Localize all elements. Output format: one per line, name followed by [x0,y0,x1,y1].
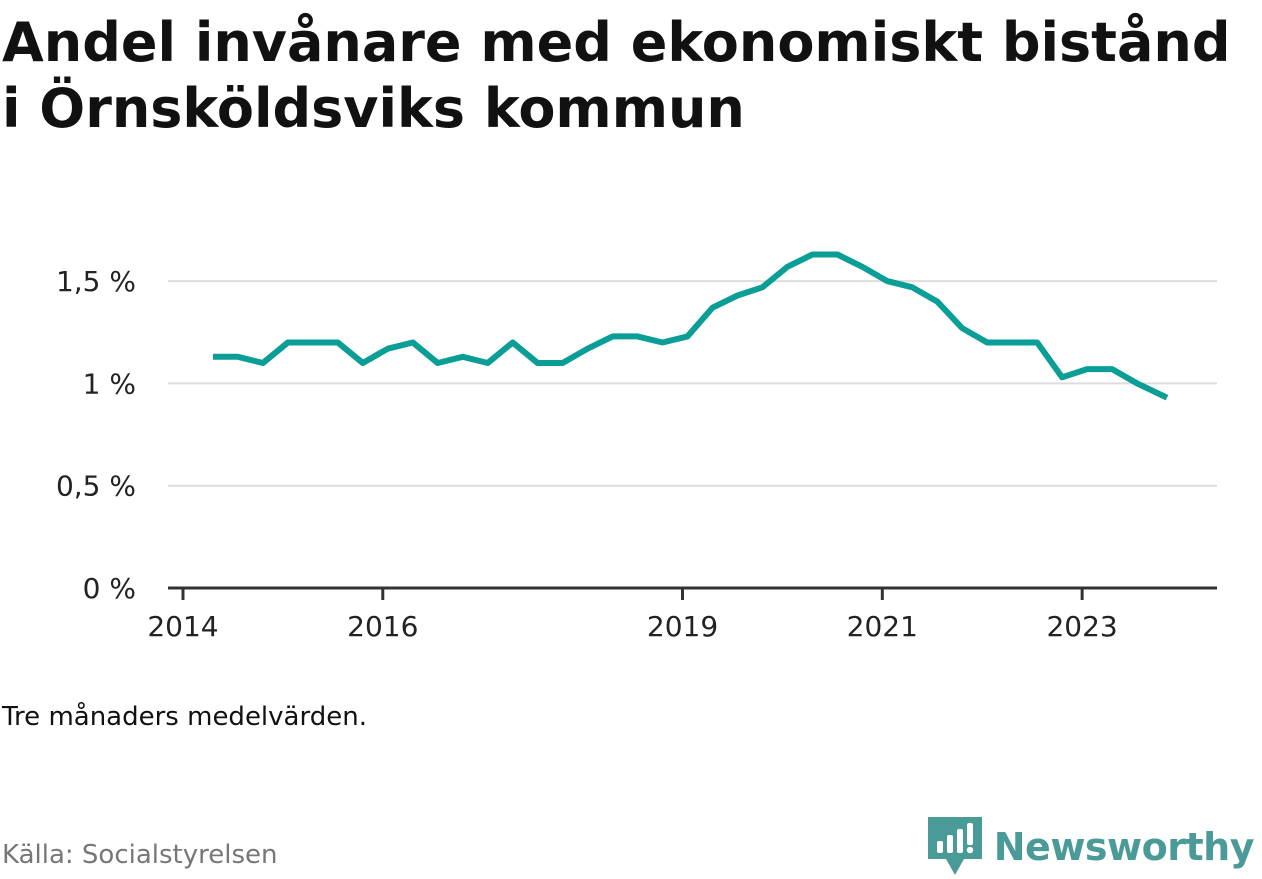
series-line [213,251,1169,401]
chart-note: Tre månaders medelvärden. [2,702,367,732]
x-axis-tick-labels: 2014 2016 2019 2021 2023 [147,610,1117,643]
source-label: Källa: Socialstyrelsen [2,840,278,870]
x-tick-label: 2023 [1046,610,1117,643]
x-tick-label: 2021 [847,610,918,643]
chart-title: Andel invånare med ekonomiskt bistånd i … [2,11,1231,140]
brand-name: Newsworthy [993,825,1255,869]
y-axis-tick-labels: 0 % 0,5 % 1 % 1,5 % [56,265,136,605]
x-tick-label: 2019 [647,610,718,643]
grid-lines [168,280,1217,487]
line-chart: 0 % 0,5 % 1 % 1,5 % 2014 2016 2019 2021 2023 [56,251,1217,643]
x-tick-label: 2016 [347,610,418,643]
x-tick-label: 2014 [147,610,218,643]
y-tick-label: 0,5 % [56,470,136,503]
brand-logo: Newsworthy [927,817,1255,876]
x-axis [168,586,1217,600]
y-tick-label: 1,5 % [56,265,136,298]
series-group [213,251,1169,401]
y-tick-label: 1 % [83,367,136,400]
y-tick-label: 0 % [83,572,136,605]
newsworthy-logo-icon [927,817,982,875]
